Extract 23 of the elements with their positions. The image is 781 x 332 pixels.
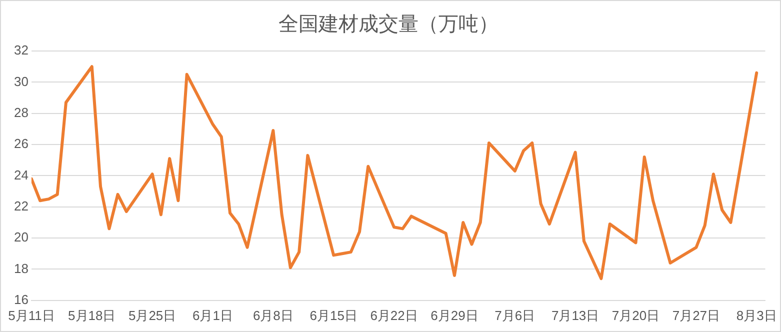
y-tick-label: 28 [14, 104, 28, 120]
y-tick-label: 26 [14, 136, 28, 152]
x-tick-label: 6月15日 [310, 308, 358, 323]
y-tick-label: 20 [14, 230, 28, 245]
x-tick-label: 7月27日 [672, 308, 720, 323]
y-tick-label: 22 [14, 198, 28, 214]
x-tick-label: 6月1日 [192, 308, 233, 323]
x-tick-label: 5月11日 [8, 308, 55, 323]
x-tick-label: 6月29日 [430, 308, 478, 323]
y-tick-label: 24 [14, 167, 28, 182]
x-tick-label: 6月8日 [252, 308, 294, 323]
x-tick-label: 5月18日 [68, 308, 116, 323]
x-tick-label: 5月25日 [128, 308, 176, 323]
y-tick-label: 18 [14, 260, 28, 276]
chart-title: 全国建材成交量（万吨） [278, 14, 498, 36]
y-tick-label: 32 [14, 42, 28, 58]
x-tick-label: 7月20日 [612, 308, 660, 323]
x-tick-label: 7月13日 [551, 308, 600, 323]
x-tick-label: 6月22日 [370, 308, 418, 323]
x-tick-label: 8月3日 [736, 308, 777, 323]
y-tick-label: 30 [14, 74, 28, 89]
y-tick-label: 16 [14, 292, 28, 307]
x-tick-label: 7月6日 [494, 308, 536, 323]
